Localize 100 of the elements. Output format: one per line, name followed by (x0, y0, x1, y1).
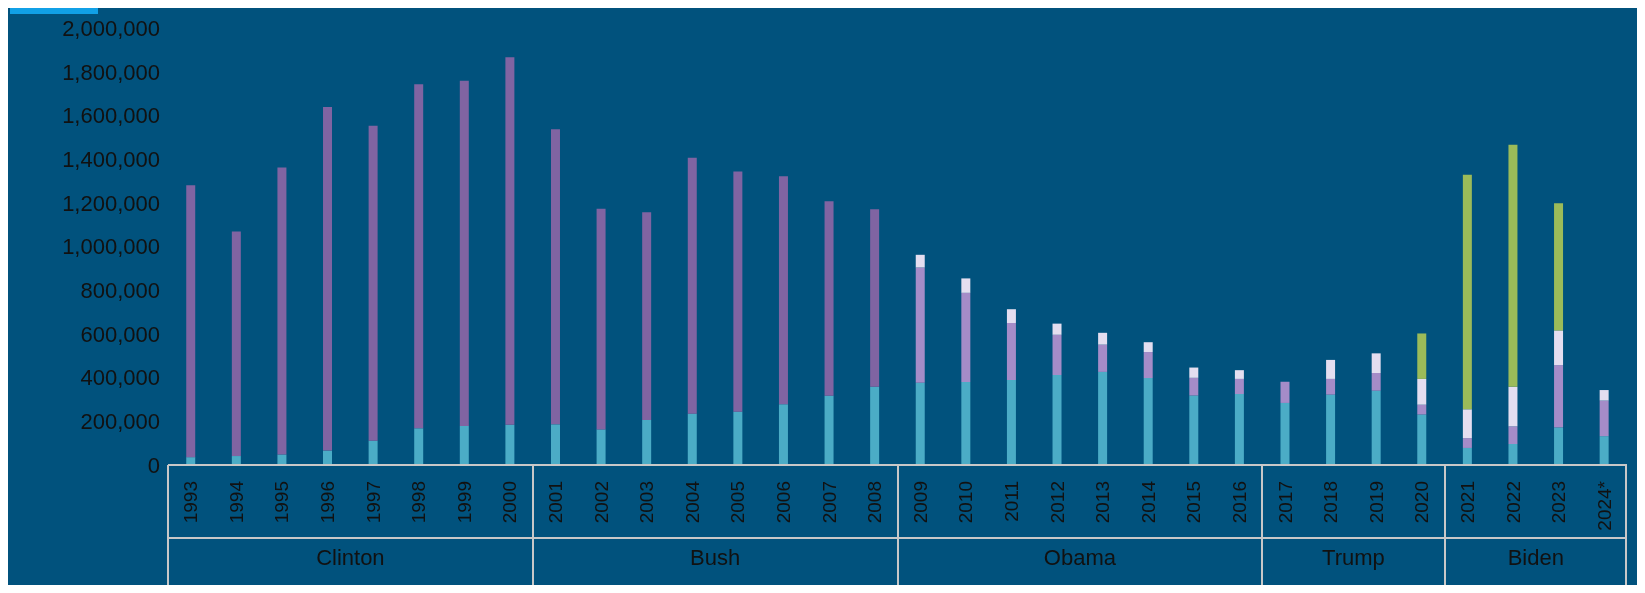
bar (414, 428, 424, 465)
bar (1554, 330, 1564, 366)
bar (1098, 344, 1108, 372)
bar (1143, 352, 1153, 379)
bar (961, 292, 971, 382)
bar (459, 425, 469, 465)
bar (414, 84, 424, 429)
bar (596, 429, 606, 465)
bar (915, 254, 925, 268)
x-tick-label: 2016 (1228, 481, 1250, 524)
bar (1508, 144, 1518, 387)
y-tick-label: 1,400,000 (62, 146, 160, 172)
bar (1189, 377, 1199, 396)
bar (1234, 393, 1244, 465)
x-tick-label: 2005 (727, 481, 749, 524)
bar (733, 411, 743, 465)
bar (1143, 378, 1153, 465)
bar (1052, 334, 1062, 375)
bar (596, 208, 606, 430)
bar (778, 176, 788, 405)
bar (277, 167, 287, 455)
bar (550, 129, 560, 425)
bar (505, 57, 515, 425)
bar (1371, 353, 1381, 374)
bar (1554, 203, 1564, 331)
x-tick-label: 1999 (453, 481, 475, 524)
bar (459, 80, 469, 426)
x-tick-label: 2001 (545, 481, 567, 524)
bar (1280, 402, 1290, 465)
x-tick-label: 2020 (1411, 481, 1433, 524)
bar (1417, 414, 1427, 465)
bar (1508, 444, 1518, 465)
text: Obama (1042, 545, 1117, 571)
bar (961, 381, 971, 465)
bar (642, 419, 652, 465)
bar (1006, 380, 1016, 465)
bar (323, 106, 333, 451)
x-tick-label: 2014 (1137, 480, 1159, 524)
x-tick-label: 2011 (1000, 481, 1022, 522)
bar (1417, 404, 1427, 415)
y-tick-label: 2,000,000 (62, 15, 160, 41)
bar (1326, 394, 1336, 465)
x-tick-label: 2013 (1092, 481, 1114, 524)
bar (824, 201, 834, 396)
bar (1508, 386, 1518, 427)
x-tick-label: 2015 (1183, 481, 1205, 524)
bar (1462, 447, 1472, 465)
bar (505, 424, 515, 465)
x-tick-label: 1997 (362, 481, 384, 524)
x-tick-label: 2018 (1320, 481, 1342, 524)
y-tick-label: 1,000,000 (62, 234, 160, 260)
bar (1599, 400, 1609, 437)
y-tick-label: 1,200,000 (62, 190, 160, 216)
bar (870, 209, 880, 387)
bar (687, 157, 697, 414)
bar (368, 440, 378, 465)
y-tick-label: 0 (147, 452, 160, 478)
bar (1326, 359, 1336, 379)
bar (1006, 322, 1016, 380)
bar (733, 171, 743, 412)
x-tick-label: 2021 (1456, 481, 1478, 524)
x-tick-label: 1993 (180, 481, 202, 524)
bar (1462, 438, 1472, 448)
bar (1554, 365, 1564, 428)
x-tick-label: 2010 (955, 481, 977, 524)
bar (1417, 333, 1427, 379)
bar (778, 404, 788, 465)
y-tick-label: 1,800,000 (62, 59, 160, 85)
bar (1006, 309, 1016, 323)
x-tick-label: 2004 (681, 480, 703, 524)
y-tick-label: 200,000 (80, 409, 160, 435)
x-tick-label: 2007 (818, 481, 840, 524)
x-tick-label: 2012 (1046, 481, 1068, 524)
x-tick-label: 1995 (271, 481, 293, 524)
bar (915, 267, 925, 383)
bar (1189, 367, 1199, 378)
x-tick-label: 2019 (1365, 481, 1387, 524)
y-tick-label: 400,000 (80, 365, 160, 391)
bar (1462, 409, 1472, 439)
bar (870, 386, 880, 465)
bar (915, 382, 925, 465)
bar (1234, 378, 1244, 394)
bar (1098, 371, 1108, 465)
x-tick-label: 2024* (1593, 480, 1615, 531)
bar (1371, 390, 1381, 465)
x-tick-label: 1998 (408, 481, 430, 524)
bar (550, 424, 560, 465)
y-tick-label: 800,000 (80, 278, 160, 304)
bar (186, 185, 196, 458)
x-tick-label: 2022 (1502, 481, 1524, 524)
bar (1098, 332, 1108, 345)
bar (1599, 436, 1609, 465)
x-tick-label: 2009 (909, 481, 931, 524)
x-tick-label: 2017 (1274, 481, 1296, 524)
bar (1052, 323, 1062, 335)
bar (1371, 373, 1381, 391)
bar (1189, 395, 1199, 465)
y-tick-label: 600,000 (80, 321, 160, 347)
bar (961, 278, 971, 293)
bar (1280, 381, 1290, 403)
